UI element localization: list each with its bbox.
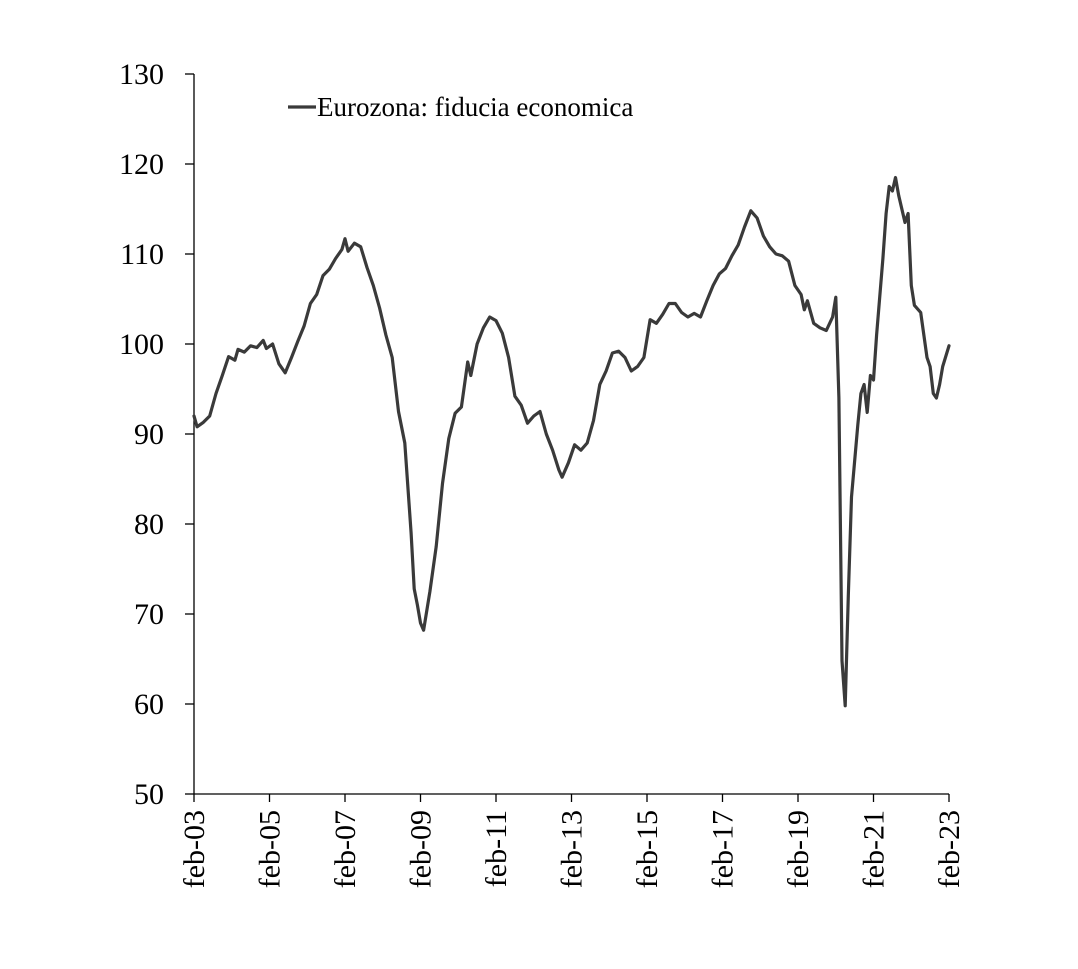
series-layer	[192, 175, 951, 708]
x-tick-label: feb-15	[631, 810, 664, 888]
x-tick-label: feb-21	[858, 810, 891, 888]
y-tick-label: 70	[134, 598, 164, 631]
x-axis-ticks: feb-03 feb-05 feb-07 feb-09 feb-11 feb-13 feb-…	[178, 794, 966, 888]
y-tick-label: 80	[134, 508, 164, 541]
y-axis-ticks: 50 60 70 80 90 100 110 120 130	[119, 58, 194, 811]
x-tick-label: feb-19	[782, 810, 815, 888]
x-tick-label: feb-09	[405, 810, 438, 888]
y-tick-label: 50	[134, 778, 164, 811]
x-tick-label: feb-11	[480, 810, 513, 887]
x-tick-label: feb-03	[178, 810, 211, 888]
y-tick-label: 100	[119, 328, 164, 361]
y-tick-label: 130	[119, 58, 164, 91]
series-line-0	[192, 175, 951, 708]
x-tick-label: feb-13	[556, 810, 589, 888]
y-tick-label: 60	[134, 688, 164, 721]
x-tick-label: feb-05	[254, 810, 287, 888]
x-tick-label: feb-17	[707, 810, 740, 888]
legend: Eurozona: fiducia economica	[288, 92, 633, 122]
y-tick-label: 110	[120, 238, 164, 271]
axes	[193, 74, 949, 795]
y-tick-label: 120	[119, 148, 164, 181]
x-tick-label: feb-07	[329, 810, 362, 888]
x-tick-label: feb-23	[933, 810, 966, 888]
y-tick-label: 90	[134, 418, 164, 451]
legend-label-fiducia-economica: Eurozona: fiducia economica	[317, 92, 633, 122]
